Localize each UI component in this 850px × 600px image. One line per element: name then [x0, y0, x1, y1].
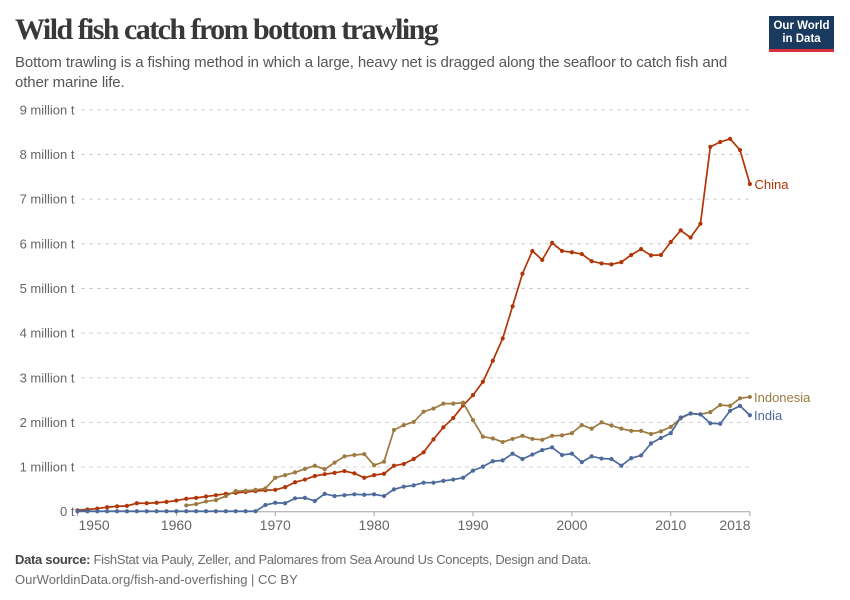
svg-text:4 million t: 4 million t	[20, 326, 75, 341]
svg-text:1 million t: 1 million t	[20, 460, 75, 475]
svg-text:1980: 1980	[359, 517, 390, 533]
svg-text:1990: 1990	[457, 517, 488, 533]
svg-text:2010: 2010	[655, 517, 686, 533]
svg-text:9 million t: 9 million t	[20, 102, 75, 117]
svg-text:2 million t: 2 million t	[20, 415, 75, 430]
svg-text:0 t: 0 t	[60, 504, 75, 519]
svg-text:7 million t: 7 million t	[20, 192, 75, 207]
svg-text:2018: 2018	[719, 517, 750, 533]
svg-text:Indonesia: Indonesia	[754, 390, 811, 405]
svg-text:1950: 1950	[79, 517, 110, 533]
svg-text:China: China	[755, 177, 790, 192]
svg-text:5 million t: 5 million t	[20, 281, 75, 296]
svg-text:1960: 1960	[161, 517, 192, 533]
svg-text:8 million t: 8 million t	[20, 147, 75, 162]
svg-text:2000: 2000	[556, 517, 587, 533]
svg-text:India: India	[754, 408, 783, 423]
svg-text:1970: 1970	[260, 517, 291, 533]
svg-text:3 million t: 3 million t	[20, 370, 75, 385]
svg-text:6 million t: 6 million t	[20, 236, 75, 251]
